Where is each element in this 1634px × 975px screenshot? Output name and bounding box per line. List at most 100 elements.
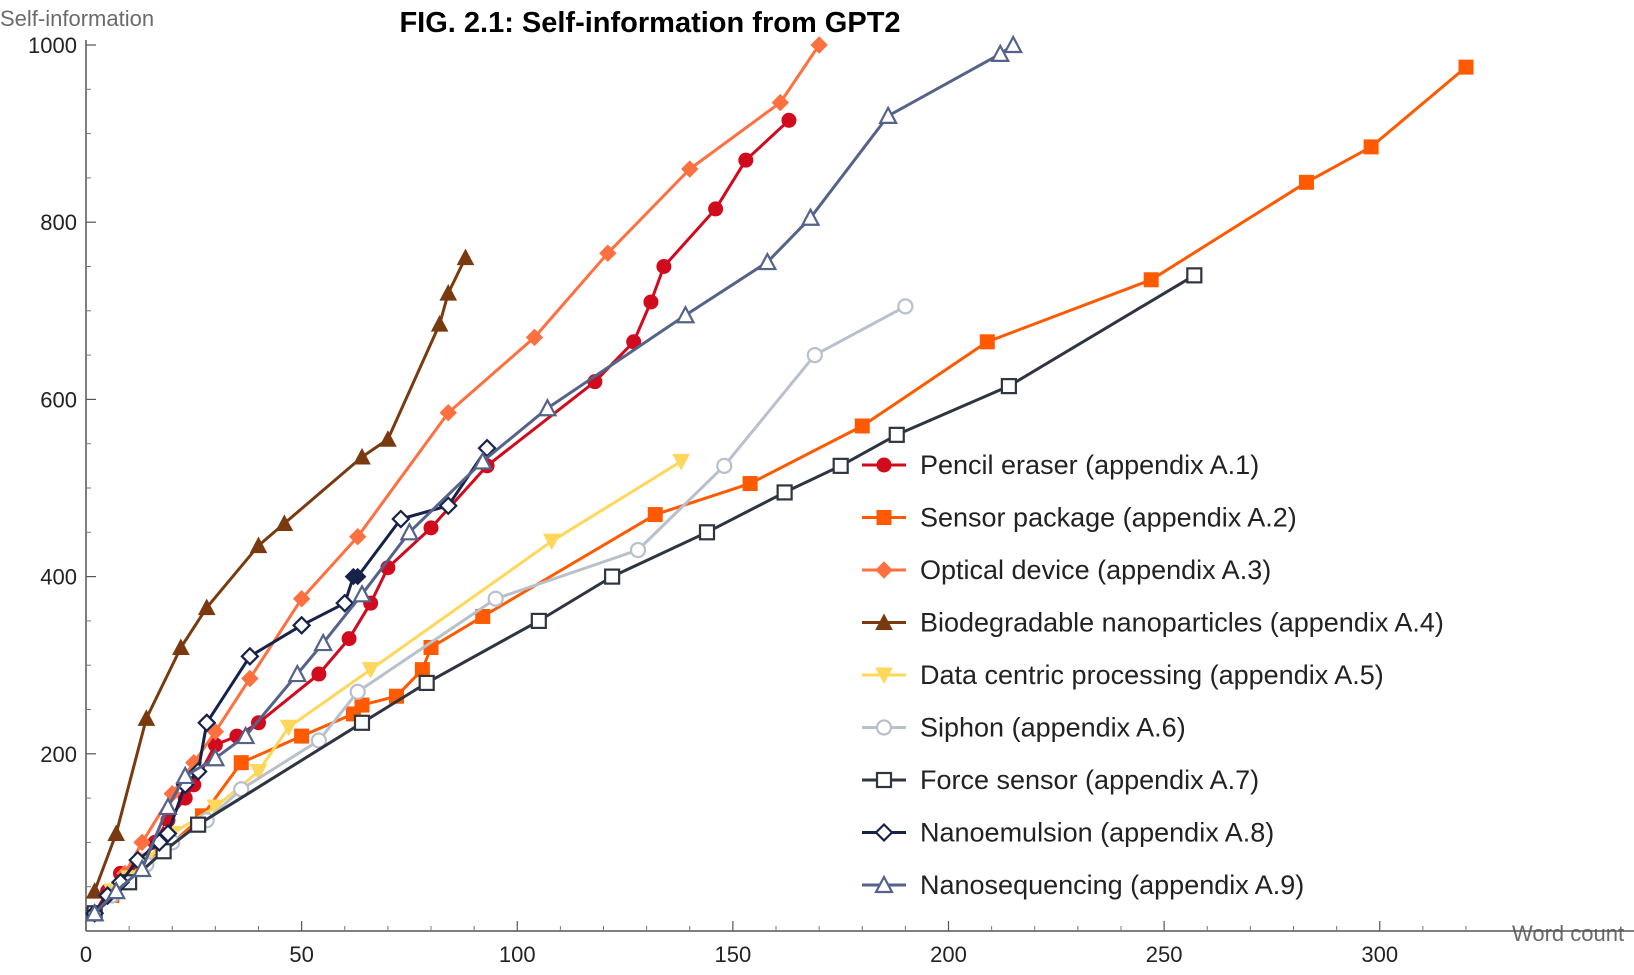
data-point xyxy=(599,244,617,262)
legend-label: Pencil eraser (appendix A.1) xyxy=(920,450,1259,480)
x-tick-label: 150 xyxy=(715,942,752,967)
data-point xyxy=(158,796,178,816)
legend-item: Nanoemulsion (appendix A.8) xyxy=(862,818,1274,848)
legend: Pencil eraser (appendix A.1) Sensor packa… xyxy=(862,450,1444,900)
x-tick-label: 100 xyxy=(499,942,536,967)
data-point xyxy=(414,662,430,678)
data-point xyxy=(294,728,310,744)
data-point xyxy=(629,541,647,559)
legend-label: Sensor package (appendix A.2) xyxy=(920,503,1297,533)
data-point xyxy=(771,93,790,112)
series-1 xyxy=(87,112,797,921)
legend-item: Optical device (appendix A.3) xyxy=(862,555,1271,585)
series-line xyxy=(93,305,907,915)
y-tick-label: 800 xyxy=(40,210,77,235)
data-point xyxy=(525,328,544,347)
data-point xyxy=(875,613,893,630)
legend-item: Sensor package (appendix A.2) xyxy=(862,503,1297,533)
series-5 xyxy=(85,453,690,923)
data-point xyxy=(1000,378,1017,395)
data-point xyxy=(353,714,371,731)
data-point xyxy=(310,732,327,749)
data-point xyxy=(806,347,823,364)
data-point xyxy=(810,36,828,54)
data-point xyxy=(379,430,397,447)
data-point xyxy=(399,521,420,541)
data-point xyxy=(874,874,894,894)
data-point xyxy=(352,583,372,603)
data-point xyxy=(361,662,380,679)
series-9 xyxy=(84,34,1024,922)
data-point xyxy=(439,403,457,422)
data-point xyxy=(542,533,561,551)
data-point xyxy=(897,298,914,315)
data-point xyxy=(874,822,894,843)
legend-label: Optical device (appendix A.3) xyxy=(920,555,1271,585)
legend-item: Biodegradable nanoparticles (appendix A.… xyxy=(862,608,1444,638)
data-point xyxy=(235,725,256,745)
data-point xyxy=(475,608,491,624)
data-point xyxy=(197,713,217,733)
data-point xyxy=(418,674,435,692)
series-line xyxy=(93,119,790,915)
series-8 xyxy=(85,438,497,923)
data-point xyxy=(876,457,892,473)
series-line xyxy=(93,43,1015,915)
data-point xyxy=(106,880,127,900)
data-point xyxy=(85,882,104,899)
legend-item: Pencil eraser (appendix A.1) xyxy=(862,450,1259,480)
data-point xyxy=(241,669,259,688)
data-point xyxy=(84,902,105,922)
data-point xyxy=(233,755,249,771)
data-point xyxy=(742,476,758,492)
data-point xyxy=(172,638,190,655)
series-line xyxy=(93,256,467,892)
data-point xyxy=(439,284,458,301)
x-tick-label: 250 xyxy=(1146,942,1183,967)
legend-label: Nanoemulsion (appendix A.8) xyxy=(920,818,1274,848)
data-point xyxy=(205,747,226,767)
data-point xyxy=(1458,59,1474,75)
y-axis-label: Self-information xyxy=(0,6,154,31)
x-tick-label: 0 xyxy=(80,942,92,967)
data-point xyxy=(781,112,797,128)
data-point xyxy=(875,719,893,736)
data-point xyxy=(456,248,475,266)
legend-label: Biodegradable nanoparticles (appendix A.… xyxy=(920,608,1444,638)
data-point xyxy=(279,719,298,737)
data-point xyxy=(175,765,196,785)
data-point xyxy=(353,447,371,465)
data-point xyxy=(197,598,216,616)
data-point xyxy=(190,816,207,833)
data-point xyxy=(423,520,439,536)
data-point xyxy=(979,334,995,350)
data-point xyxy=(341,631,357,647)
x-tick-label: 200 xyxy=(930,942,967,967)
data-point xyxy=(438,496,458,516)
legend-label: Data centric processing (appendix A.5) xyxy=(920,660,1384,690)
data-point xyxy=(287,663,308,683)
y-tick-label: 1000 xyxy=(28,33,77,58)
y-tick-label: 600 xyxy=(40,387,77,412)
data-point xyxy=(708,201,724,217)
data-point xyxy=(530,612,547,630)
data-point xyxy=(738,152,754,168)
data-point xyxy=(643,294,659,310)
data-point xyxy=(292,615,312,635)
data-point xyxy=(133,833,151,852)
data-point xyxy=(990,43,1011,62)
data-point xyxy=(348,567,367,586)
data-point xyxy=(832,457,849,474)
data-point xyxy=(107,824,126,842)
data-point xyxy=(487,590,504,607)
data-point xyxy=(249,764,268,781)
data-point xyxy=(537,397,558,417)
data-point xyxy=(878,105,898,124)
data-point xyxy=(240,646,260,666)
x-tick-label: 50 xyxy=(289,942,313,967)
y-tick-label: 400 xyxy=(40,565,77,590)
data-point xyxy=(875,771,893,789)
data-point xyxy=(876,510,892,525)
data-point xyxy=(275,514,294,531)
